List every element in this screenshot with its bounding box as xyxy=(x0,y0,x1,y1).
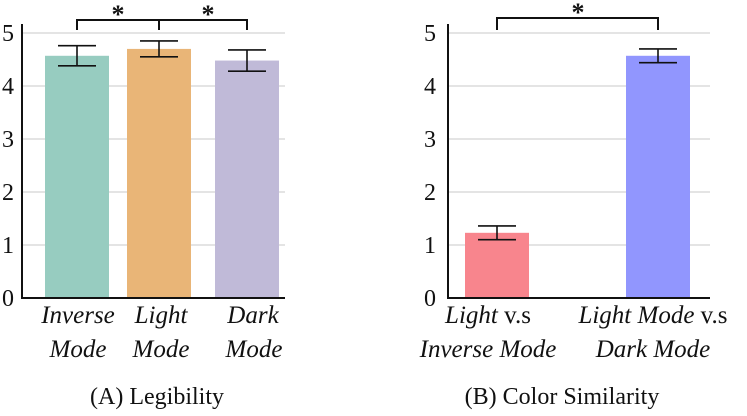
panel-a: 0 1 2 3 4 5 * * Inverse Mode Light Mode … xyxy=(2,0,285,410)
panel-a-errorbar-dark-mode xyxy=(228,49,266,72)
panel-a-ytick-2: 2 xyxy=(2,180,14,206)
panel-b-ytick-1: 1 xyxy=(424,233,436,259)
panel-a-significance-bracket-2 xyxy=(158,19,248,30)
panel-b-xlabel-1-line1: Light v.s xyxy=(444,302,531,329)
panel-a-xlabel-dark-line2: Mode xyxy=(225,336,283,363)
panel-b-significance-star: * xyxy=(572,0,585,27)
panel-b-caption: (B) Color Similarity xyxy=(465,384,660,410)
panel-b-ytick-0: 0 xyxy=(424,286,436,312)
panel-a-ytick-4: 4 xyxy=(2,74,14,100)
panel-b-xlabel-2-line1: Light Mode v.s xyxy=(577,302,727,329)
panel-a-bar-inverse-mode xyxy=(45,55,109,298)
panel-b: 0 1 2 3 4 5 * Light v.s Inverse Mode Lig… xyxy=(419,0,728,410)
panel-b-xlabel-1-emph: Light xyxy=(444,302,499,329)
panel-a-caption: (A) Legibility xyxy=(90,384,224,410)
panel-a-significance-star-2: * xyxy=(202,0,215,29)
panel-b-xlabel-1-suffix: v.s xyxy=(498,302,531,329)
panel-b-errorbar-light-vs-dark xyxy=(639,48,677,64)
panel-a-ytick-5: 5 xyxy=(2,21,14,47)
panel-b-xlabel-1-line2: Inverse Mode xyxy=(419,336,557,363)
panel-a-errorbar-light-mode xyxy=(140,40,178,58)
panel-b-xlabel-2-emph: Light Mode xyxy=(577,302,694,329)
panel-b-ytick-5: 5 xyxy=(424,21,436,47)
panel-a-bar-light-mode xyxy=(127,48,191,299)
panel-b-errorbar-light-vs-inverse xyxy=(478,225,516,241)
panel-b-ytick-3: 3 xyxy=(424,127,436,153)
panel-b-bar-light-vs-dark xyxy=(626,55,690,298)
panel-a-ytick-1: 1 xyxy=(2,233,14,259)
panel-a-ytick-0: 0 xyxy=(2,286,14,312)
panel-a-xlabel-inverse-line1: Inverse xyxy=(40,302,115,329)
panel-a-xlabel-inverse-line2: Mode xyxy=(49,336,107,363)
panel-a-significance-star-1: * xyxy=(112,0,125,29)
panel-a-xlabel-dark-line1: Dark xyxy=(226,302,279,329)
panel-a-errorbar-inverse-mode xyxy=(58,44,96,67)
panel-b-ytick-4: 4 xyxy=(424,74,436,100)
panel-a-xlabel-light-line2: Mode xyxy=(132,336,190,363)
panel-a-ytick-3: 3 xyxy=(2,127,14,153)
panel-a-bar-dark-mode xyxy=(215,60,279,299)
panel-a-xlabel-light-line1: Light xyxy=(134,302,189,329)
panel-b-xlabel-2-line2: Dark Mode xyxy=(595,336,711,363)
panel-b-significance-bracket xyxy=(496,17,659,30)
panel-b-bar-light-vs-inverse xyxy=(465,232,529,298)
panel-b-ytick-2: 2 xyxy=(424,180,436,206)
panel-b-xlabel-2-suffix: v.s xyxy=(694,302,727,329)
